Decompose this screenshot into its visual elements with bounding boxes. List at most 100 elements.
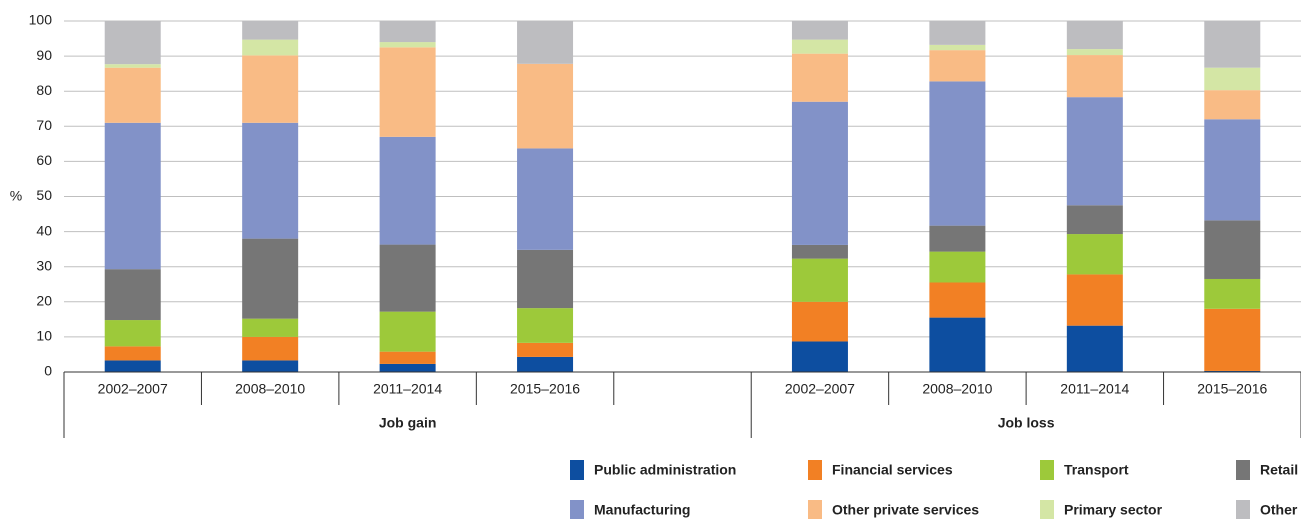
bar-segment xyxy=(791,301,848,342)
y-tick-label: 70 xyxy=(36,117,52,133)
bar-segment xyxy=(791,101,848,245)
x-tick-label: 2011–2014 xyxy=(1060,381,1129,397)
bar-segment xyxy=(1204,119,1261,221)
legend-swatch xyxy=(1040,460,1054,480)
bar-segment xyxy=(242,360,299,372)
bar-segment xyxy=(517,308,574,343)
bar-segment xyxy=(242,122,299,239)
bar-segment xyxy=(791,341,848,372)
legend-label: Financial services xyxy=(832,462,953,478)
legend-label: Other private services xyxy=(832,502,979,518)
bar-segment xyxy=(242,55,299,123)
x-tick-label: 2011–2014 xyxy=(373,381,442,397)
bar-segment xyxy=(929,282,986,318)
bar-segment xyxy=(929,44,986,51)
legend-label: Public administration xyxy=(594,462,736,478)
bar-segment xyxy=(929,225,986,252)
bar-segment xyxy=(379,244,436,312)
bar-segment xyxy=(1204,21,1261,68)
bar-segment xyxy=(517,342,574,357)
bar-segment xyxy=(517,356,574,372)
legend-swatch xyxy=(570,460,584,480)
bar-segment xyxy=(517,21,574,64)
y-tick-label: 10 xyxy=(36,328,52,344)
y-tick-label: 40 xyxy=(36,222,52,238)
legend-swatch xyxy=(808,500,822,519)
legend-swatch xyxy=(1236,460,1250,480)
bar-segment xyxy=(517,148,574,250)
bar-segment xyxy=(929,50,986,82)
bar-segment xyxy=(517,249,574,309)
y-tick-label: 0 xyxy=(44,363,52,379)
bar-segment xyxy=(791,53,848,102)
bar-segment xyxy=(1204,370,1261,372)
group-label: Job loss xyxy=(998,415,1055,431)
bar-segment xyxy=(1204,67,1261,91)
x-tick-label: 2008–2010 xyxy=(235,381,305,397)
bar-segment xyxy=(929,81,986,226)
bar-segment xyxy=(1204,278,1261,309)
bar-segment xyxy=(379,21,436,43)
bar-segment xyxy=(379,136,436,245)
bar-segment xyxy=(104,64,161,68)
y-tick-label: 90 xyxy=(36,47,52,63)
bar-segment xyxy=(929,21,986,45)
bar-segment xyxy=(242,318,299,337)
bar-segment xyxy=(1066,21,1123,50)
bar-segment xyxy=(1066,325,1123,372)
legend-swatch xyxy=(1236,500,1250,519)
bar-segment xyxy=(1066,49,1123,56)
bar-segment xyxy=(379,363,436,372)
x-tick-label: 2002–2007 xyxy=(785,381,855,397)
bar-segment xyxy=(242,21,299,40)
bar-segment xyxy=(1066,274,1123,326)
y-tick-label: 80 xyxy=(36,82,52,98)
bar-segment xyxy=(1066,234,1123,275)
legend-label: Other xyxy=(1260,502,1298,518)
y-tick-label: 20 xyxy=(36,293,52,309)
y-tick-label: 100 xyxy=(29,12,53,28)
bar-segment xyxy=(379,311,436,352)
x-tick-label: 2015–2016 xyxy=(1197,381,1267,397)
legend-label: Primary sector xyxy=(1064,502,1163,518)
bar-segment xyxy=(104,67,161,123)
x-tick-label: 2002–2007 xyxy=(98,381,168,397)
x-tick-label: 2008–2010 xyxy=(922,381,992,397)
legend-swatch xyxy=(570,500,584,519)
bar-segment xyxy=(104,360,161,372)
bar-segment xyxy=(791,244,848,259)
bar-segment xyxy=(791,21,848,40)
bar-segment xyxy=(379,42,436,48)
legend-swatch xyxy=(808,460,822,480)
bar-segment xyxy=(104,346,161,361)
bar-segment xyxy=(104,21,161,65)
y-tick-label: 60 xyxy=(36,152,52,168)
legend-label: Transport xyxy=(1064,462,1129,478)
bar-segment xyxy=(104,320,161,347)
bar-segment xyxy=(1066,97,1123,206)
bar-segment xyxy=(242,238,299,319)
bar-segment xyxy=(1204,90,1261,120)
bar-segment xyxy=(242,39,299,56)
bar-segment xyxy=(379,351,436,364)
bar-segment xyxy=(379,47,436,137)
group-label: Job gain xyxy=(379,415,437,431)
bar-segment xyxy=(1066,55,1123,98)
bar-segment xyxy=(1204,220,1261,279)
bar-segment xyxy=(1066,205,1123,235)
y-tick-label: 50 xyxy=(36,187,52,203)
y-tick-label: 30 xyxy=(36,257,52,273)
bar-segment xyxy=(517,63,574,149)
bar-segment xyxy=(791,39,848,54)
bar-segment xyxy=(929,317,986,372)
legend-swatch xyxy=(1040,500,1054,519)
bar-segment xyxy=(1204,308,1261,371)
bar-segment xyxy=(104,122,161,270)
bar-segment xyxy=(242,336,299,361)
y-axis-label: % xyxy=(10,188,22,204)
bar-segment xyxy=(104,269,161,321)
bar-segment xyxy=(929,251,986,283)
legend-label: Manufacturing xyxy=(594,502,690,518)
x-tick-label: 2015–2016 xyxy=(510,381,580,397)
